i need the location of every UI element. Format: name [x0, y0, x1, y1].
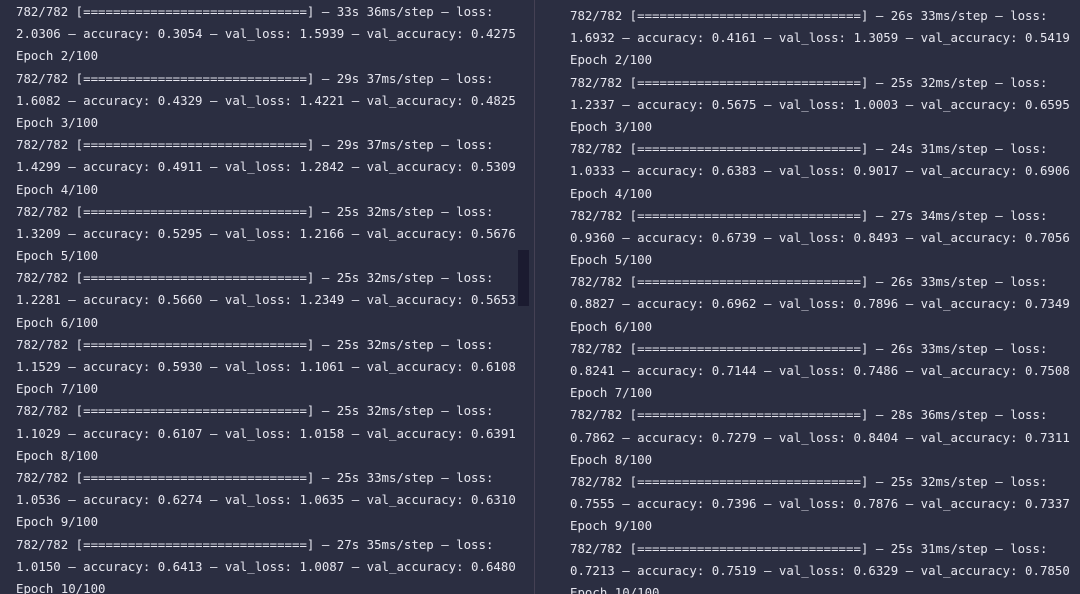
log-line: 1.6932 – accuracy: 0.4161 – val_loss: 1.…: [570, 30, 1070, 46]
log-line: 782/782 [==============================]…: [16, 469, 494, 485]
log-line: Epoch 8/100: [570, 451, 653, 467]
log-line: 782/782 [==============================]…: [570, 407, 1048, 423]
log-line: 1.1529 – accuracy: 0.5930 – val_loss: 1.…: [16, 359, 516, 374]
log-line: 1.0333 – accuracy: 0.6383 – val_loss: 0.…: [570, 163, 1070, 179]
log-line: 0.9360 – accuracy: 0.6739 – val_loss: 0.…: [570, 229, 1070, 245]
log-line: 782/782 [==============================]…: [16, 336, 494, 352]
log-line: 0.7555 – accuracy: 0.7396 – val_loss: 0.…: [570, 496, 1070, 512]
log-line: 1.0536 – accuracy: 0.6274 – val_loss: 1.…: [16, 492, 516, 508]
log-line: Epoch 5/100: [570, 252, 653, 268]
log-line: 1.1029 – accuracy: 0.6107 – val_loss: 1.…: [16, 425, 516, 441]
log-line: 782/782 [==============================]…: [570, 473, 1048, 489]
left-pane-scrollbar-thumb[interactable]: [518, 250, 529, 306]
left-log-text: 782/782 [==============================]…: [0, 0, 535, 594]
log-line: 2.0306 – accuracy: 0.3054 – val_loss: 1.…: [16, 26, 516, 42]
log-line: 782/782 [==============================]…: [16, 137, 494, 153]
log-line: Epoch 10/100: [16, 580, 106, 594]
log-line: Epoch 6/100: [570, 318, 653, 334]
log-line: 782/782 [==============================]…: [570, 340, 1048, 356]
log-line: 1.4299 – accuracy: 0.4911 – val_loss: 1.…: [16, 159, 516, 175]
right-log-text: 782/782 [==============================]…: [535, 0, 1080, 594]
log-line: 1.6082 – accuracy: 0.4329 – val_loss: 1.…: [16, 92, 516, 108]
log-line: 0.8827 – accuracy: 0.6962 – val_loss: 0.…: [570, 296, 1070, 312]
log-line: Epoch 9/100: [16, 514, 99, 530]
log-line: 782/782 [==============================]…: [570, 141, 1048, 157]
log-line: Epoch 2/100: [16, 48, 99, 64]
left-pane-scrollbar[interactable]: [518, 0, 529, 594]
log-line: Epoch 4/100: [16, 181, 99, 197]
log-line: 782/782 [==============================]…: [570, 8, 1048, 23]
pane-divider: [534, 0, 535, 594]
log-line: 782/782 [==============================]…: [16, 4, 494, 19]
log-line: 782/782 [==============================]…: [570, 207, 1048, 223]
left-output-pane[interactable]: 782/782 [==============================]…: [0, 0, 535, 594]
log-line: Epoch 9/100: [570, 518, 653, 534]
log-line: 782/782 [==============================]…: [570, 74, 1048, 90]
log-line: Epoch 7/100: [570, 385, 653, 401]
log-line: 782/782 [==============================]…: [16, 70, 494, 86]
log-line: Epoch 2/100: [570, 52, 653, 68]
log-line: 0.8241 – accuracy: 0.7144 – val_loss: 0.…: [570, 363, 1070, 378]
right-output-pane[interactable]: 782/782 [==============================]…: [535, 0, 1080, 594]
log-line: Epoch 6/100: [16, 314, 99, 330]
log-line: Epoch 4/100: [570, 185, 653, 201]
log-line: Epoch 7/100: [16, 381, 99, 397]
log-line: Epoch 3/100: [570, 118, 653, 134]
log-line: Epoch 10/100: [570, 584, 660, 594]
log-line: 782/782 [==============================]…: [16, 536, 494, 552]
log-line: 1.0150 – accuracy: 0.6413 – val_loss: 1.…: [16, 558, 516, 574]
log-line: Epoch 5/100: [16, 248, 99, 264]
log-line: 1.2337 – accuracy: 0.5675 – val_loss: 1.…: [570, 96, 1070, 112]
log-line: 1.3209 – accuracy: 0.5295 – val_loss: 1.…: [16, 225, 516, 241]
log-line: Epoch 3/100: [16, 114, 99, 130]
log-line: 782/782 [==============================]…: [16, 270, 494, 286]
log-line: 782/782 [==============================]…: [16, 403, 494, 419]
log-line: Epoch 8/100: [16, 447, 99, 463]
log-line: 0.7862 – accuracy: 0.7279 – val_loss: 0.…: [570, 429, 1070, 445]
log-line: 782/782 [==============================]…: [570, 540, 1048, 556]
log-line: 1.2281 – accuracy: 0.5660 – val_loss: 1.…: [16, 292, 516, 308]
log-line: 782/782 [==============================]…: [570, 274, 1048, 290]
log-line: 0.7213 – accuracy: 0.7519 – val_loss: 0.…: [570, 562, 1070, 578]
log-line: 782/782 [==============================]…: [16, 203, 494, 219]
